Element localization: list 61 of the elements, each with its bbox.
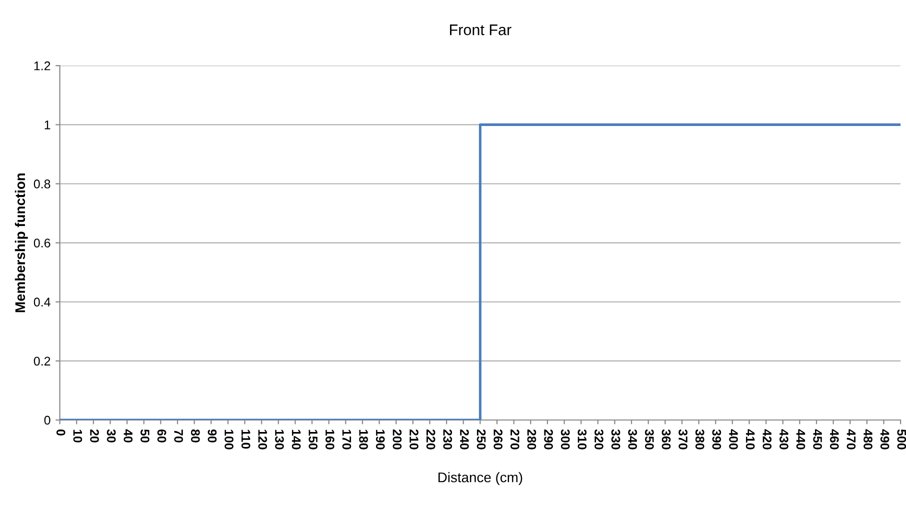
x-tick-label: 170 <box>342 430 352 450</box>
x-tick-label: 40 <box>124 429 133 442</box>
x-tick-label: 370 <box>678 429 688 450</box>
x-tick-label: 470 <box>846 429 856 450</box>
x-tick-label: 190 <box>376 430 385 450</box>
x-tick-label: 120 <box>258 430 268 450</box>
x-tick-label: 140 <box>292 430 301 450</box>
x-tick-label: 260 <box>494 429 502 450</box>
x-tick-label: 490 <box>880 429 890 450</box>
x-tick-label: 20 <box>90 429 99 442</box>
x-tick-label: 210 <box>410 429 418 450</box>
x-tick-label: 160 <box>325 430 334 450</box>
x-tick-label: 380 <box>695 429 704 450</box>
x-tick-label: 340 <box>628 429 638 450</box>
x-axis-title: Distance (cm) <box>438 472 522 486</box>
x-tick-label: 60 <box>157 429 166 442</box>
x-tick-label: 460 <box>830 429 839 450</box>
y-axis-title: Membership function <box>14 173 28 312</box>
x-tick-label: 440 <box>796 429 806 450</box>
y-tick-label: 0.8 <box>34 180 50 188</box>
x-tick-label: 180 <box>359 430 368 450</box>
x-tick-label: 400 <box>729 429 738 450</box>
x-tick-label: 230 <box>443 429 452 450</box>
x-tick-label: 420 <box>762 429 772 450</box>
x-tick-label: 90 <box>208 429 217 442</box>
x-tick-label: 150 <box>308 430 318 450</box>
x-tick-label: 450 <box>813 429 822 450</box>
x-tick-label: 360 <box>662 429 671 450</box>
x-tick-label: 350 <box>644 429 654 450</box>
y-tick-label: 1 <box>44 120 50 130</box>
x-tick-label: 500 <box>897 429 906 450</box>
x-tick-label: 30 <box>106 429 116 442</box>
x-tick-label: 310 <box>578 429 587 450</box>
x-tick-label: 70 <box>174 430 183 442</box>
x-tick-label: 430 <box>779 429 788 450</box>
y-tick-label: 0.2 <box>34 356 50 366</box>
y-tick-label: 0.4 <box>34 298 50 307</box>
y-tick-label: 1.2 <box>34 61 50 70</box>
x-tick-label: 390 <box>712 429 722 450</box>
chart-title: Front Far <box>450 24 512 36</box>
x-tick-label: 330 <box>611 429 620 450</box>
x-tick-label: 50 <box>140 429 150 442</box>
x-tick-label: 0 <box>56 430 66 436</box>
x-tick-label: 220 <box>426 429 436 450</box>
y-tick-label: 0 <box>44 416 50 425</box>
x-tick-label: 290 <box>544 429 553 450</box>
x-tick-label: 280 <box>527 429 536 450</box>
x-tick-label: 130 <box>275 430 284 450</box>
x-tick-label: 270 <box>510 429 520 450</box>
x-tick-label: 320 <box>594 429 604 450</box>
x-tick-label: 480 <box>864 429 872 450</box>
x-tick-label: 10 <box>73 430 82 442</box>
x-tick-label: 250 <box>476 429 486 450</box>
x-tick-label: 100 <box>224 430 234 450</box>
x-tick-label: 300 <box>560 429 570 450</box>
x-tick-label: 200 <box>392 429 402 450</box>
x-tick-label: 410 <box>746 429 755 450</box>
x-tick-label: 80 <box>190 429 200 442</box>
y-tick-label: 0.6 <box>34 238 50 248</box>
x-tick-label: 110 <box>241 430 250 449</box>
x-tick-label: 240 <box>460 429 469 450</box>
